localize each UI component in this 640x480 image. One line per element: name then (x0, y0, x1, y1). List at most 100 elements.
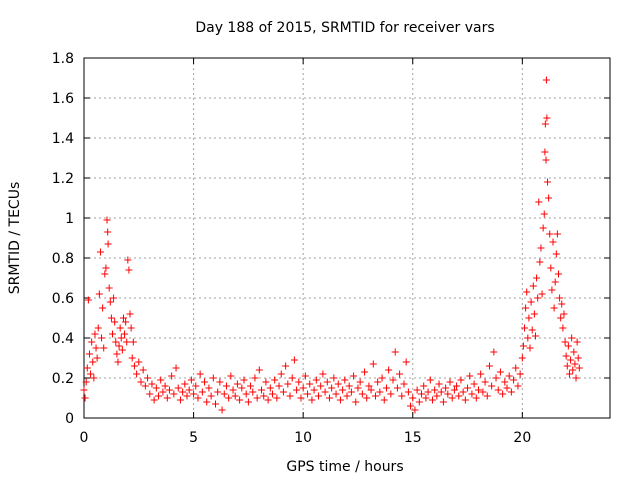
data-point (295, 378, 303, 386)
data-point (212, 400, 219, 408)
data-point (124, 256, 132, 264)
data-point (470, 380, 478, 388)
data-point (168, 372, 176, 380)
data-point (251, 374, 259, 382)
data-point (352, 398, 360, 406)
data-point (321, 388, 329, 396)
data-point (310, 386, 318, 394)
data-point (304, 390, 312, 398)
data-point (459, 388, 467, 396)
data-point (361, 368, 369, 376)
data-point (187, 376, 195, 384)
data-point (548, 286, 556, 294)
data-point (90, 374, 98, 382)
data-point (461, 396, 469, 404)
data-point (214, 388, 222, 396)
data-point (534, 294, 542, 302)
data-point (238, 384, 246, 392)
data-point (398, 392, 406, 400)
data-point (546, 230, 554, 238)
data-point (207, 392, 215, 400)
data-point (96, 248, 104, 256)
data-point (317, 382, 325, 390)
data-point (198, 388, 206, 396)
data-point (181, 380, 189, 388)
data-point (363, 394, 371, 402)
data-point (563, 362, 571, 370)
data-point (255, 366, 263, 374)
data-point (558, 300, 566, 308)
data-point (518, 354, 526, 362)
data-point (94, 324, 102, 332)
data-point (159, 388, 167, 396)
data-point (135, 358, 143, 366)
data-point (315, 392, 323, 400)
x-axis-label: GPS time / hours (286, 459, 403, 475)
data-point (105, 284, 113, 292)
data-point (424, 388, 432, 396)
data-point (126, 310, 134, 318)
data-point (262, 378, 270, 386)
data-point (345, 382, 353, 390)
data-point (128, 354, 136, 362)
data-point (137, 378, 145, 386)
data-point (196, 370, 204, 378)
data-point (560, 310, 568, 318)
data-point (530, 310, 538, 318)
data-point (420, 382, 428, 390)
data-point (225, 394, 233, 402)
data-point (413, 386, 421, 394)
data-point (536, 258, 544, 266)
grid (84, 58, 610, 418)
data-point (479, 388, 487, 396)
data-point (174, 384, 182, 392)
data-point (574, 354, 582, 362)
data-point (559, 324, 567, 332)
data-point (573, 338, 581, 346)
data-point (404, 388, 412, 396)
data-point (141, 382, 149, 390)
data-point (528, 326, 536, 334)
data-point (203, 398, 211, 406)
data-point (332, 390, 340, 398)
data-point (510, 376, 518, 384)
data-point (455, 392, 463, 400)
data-point (341, 376, 349, 384)
data-point (275, 382, 283, 390)
data-point (334, 380, 342, 388)
data-point (146, 390, 154, 398)
data-point (89, 358, 97, 366)
data-point (503, 384, 511, 392)
data-point (554, 270, 562, 278)
data-point (81, 394, 89, 402)
data-point (516, 370, 524, 378)
data-point (286, 392, 294, 400)
data-point (236, 396, 244, 404)
data-point (220, 390, 228, 398)
data-point (231, 392, 239, 400)
data-point (540, 210, 548, 218)
data-point (98, 334, 106, 342)
data-point (494, 386, 502, 394)
data-point (524, 334, 532, 342)
data-point (557, 314, 565, 322)
data-point (99, 304, 107, 312)
data-point (433, 392, 441, 400)
data-point (306, 380, 314, 388)
data-point (101, 270, 109, 278)
data-points (80, 76, 583, 414)
data-point (273, 394, 281, 402)
data-point (172, 364, 180, 372)
data-point (299, 384, 307, 392)
data-point (319, 370, 327, 378)
y-tick-label: 1.6 (52, 91, 74, 107)
data-point (418, 390, 426, 398)
data-point (402, 358, 410, 366)
data-point (477, 370, 485, 378)
data-point (83, 364, 91, 372)
data-point (325, 394, 333, 402)
data-point (435, 380, 443, 388)
y-tick-label: 0 (65, 411, 74, 427)
data-point (190, 390, 198, 398)
data-point (446, 378, 454, 386)
